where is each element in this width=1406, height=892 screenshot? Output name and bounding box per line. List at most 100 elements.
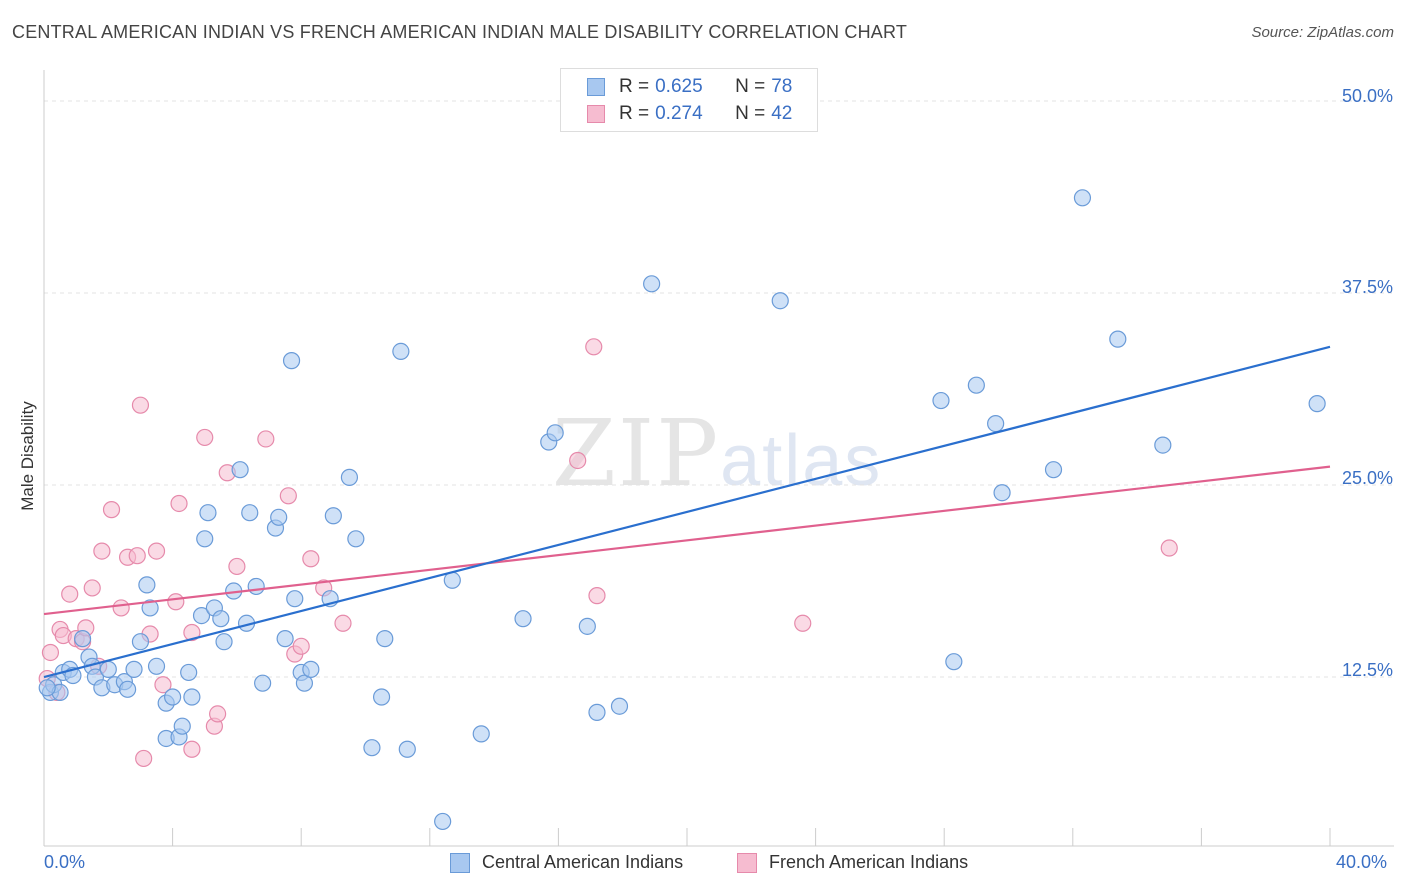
data-point xyxy=(209,705,227,723)
central-american-indians-trendline xyxy=(43,345,1331,679)
data-point xyxy=(135,749,153,768)
bottom-legend-french-label: French American Indians xyxy=(769,852,969,872)
bottom-legend-french: French American Indians xyxy=(737,852,968,873)
chart-title: CENTRAL AMERICAN INDIAN VS FRENCH AMERIC… xyxy=(12,22,908,42)
data-point xyxy=(247,577,265,596)
bottom-legend-central-label: Central American Indians xyxy=(482,852,684,872)
y-tick-label-12-5: 12.5% xyxy=(1341,660,1393,680)
data-point xyxy=(398,740,416,758)
x-axis-ticks xyxy=(43,828,1331,846)
data-point xyxy=(241,504,259,522)
data-point xyxy=(292,637,310,655)
data-point xyxy=(279,487,297,505)
data-point xyxy=(1154,436,1172,454)
data-point xyxy=(771,292,789,310)
data-point xyxy=(643,275,661,293)
french-american-indians-trendline xyxy=(43,465,1331,616)
data-point xyxy=(270,508,288,526)
data-point xyxy=(372,688,391,706)
data-point xyxy=(254,674,272,692)
data-point xyxy=(228,557,246,576)
data-point xyxy=(794,614,812,632)
data-point xyxy=(585,338,603,356)
legend-row-french: R = 0.274 N = 42 xyxy=(587,102,792,126)
source-credit: Source: ZipAtlas.com xyxy=(1251,24,1394,41)
data-point xyxy=(324,507,342,525)
data-point xyxy=(38,679,56,697)
y-tick-label-50: 50.0% xyxy=(1341,86,1393,106)
data-point xyxy=(102,501,121,519)
y-tick-label-25: 25.0% xyxy=(1341,468,1393,488)
x-min-label: 0.0% xyxy=(44,852,86,872)
data-point xyxy=(588,703,606,721)
data-point xyxy=(196,530,214,548)
legend-n-value: 78 xyxy=(771,76,793,97)
data-point xyxy=(212,610,230,628)
legend-r-value: 0.274 xyxy=(655,103,703,124)
data-point xyxy=(112,599,130,617)
correlation-legend: R = 0.625 N = 78 R = 0.274 N = 42 xyxy=(560,68,818,132)
data-point xyxy=(131,633,150,651)
blue-swatch-icon xyxy=(450,852,470,873)
data-point xyxy=(286,590,304,608)
data-point xyxy=(945,653,963,671)
data-point xyxy=(610,697,629,715)
pink-swatch-icon xyxy=(587,105,605,123)
legend-r-label: R = xyxy=(619,76,650,97)
data-point xyxy=(302,550,320,568)
data-point xyxy=(118,680,137,698)
data-point xyxy=(215,633,233,651)
data-point xyxy=(1109,330,1127,348)
legend-r-value: 0.625 xyxy=(655,76,703,97)
data-point xyxy=(125,660,143,678)
data-point xyxy=(569,451,587,470)
data-point xyxy=(147,657,166,675)
legend-row-central: R = 0.625 N = 78 xyxy=(587,75,792,99)
data-point xyxy=(993,484,1011,502)
data-point xyxy=(147,542,166,560)
data-point xyxy=(173,717,191,735)
data-point xyxy=(131,396,150,414)
data-point xyxy=(987,415,1005,433)
data-point xyxy=(93,542,111,560)
data-point xyxy=(138,576,156,594)
data-point xyxy=(514,610,532,628)
data-point xyxy=(578,617,596,635)
data-point xyxy=(363,739,381,757)
data-point xyxy=(196,428,214,447)
data-point xyxy=(141,599,159,617)
legend-r-label: R = xyxy=(619,103,650,124)
data-point xyxy=(257,430,275,448)
bottom-legend-central: Central American Indians xyxy=(450,852,683,873)
data-point xyxy=(180,663,198,682)
data-point xyxy=(73,630,92,648)
data-point xyxy=(588,587,606,605)
data-point xyxy=(199,504,217,522)
legend-n-label: N = xyxy=(735,103,766,124)
blue-swatch-icon xyxy=(587,78,605,96)
y-tick-label-37-5: 37.5% xyxy=(1341,277,1393,297)
data-point xyxy=(546,424,564,442)
data-point xyxy=(1160,539,1178,557)
data-point xyxy=(167,593,185,611)
watermark-atlas: atlas xyxy=(720,421,883,501)
data-point xyxy=(1073,189,1092,207)
data-point xyxy=(334,614,352,632)
data-point xyxy=(347,530,365,548)
data-point xyxy=(183,688,201,706)
french-american-indians-points xyxy=(38,338,1178,768)
data-point xyxy=(276,630,294,648)
data-point xyxy=(192,606,211,625)
legend-n-label: N = xyxy=(735,76,766,97)
legend-n-value: 42 xyxy=(771,103,793,124)
data-point xyxy=(164,688,182,706)
data-point xyxy=(932,391,950,410)
data-point xyxy=(183,623,201,642)
data-point xyxy=(154,676,172,694)
pink-swatch-icon xyxy=(737,852,757,873)
data-point xyxy=(967,376,985,394)
data-point xyxy=(282,352,301,370)
data-point xyxy=(340,468,359,486)
x-max-label: 40.0% xyxy=(1336,852,1388,872)
